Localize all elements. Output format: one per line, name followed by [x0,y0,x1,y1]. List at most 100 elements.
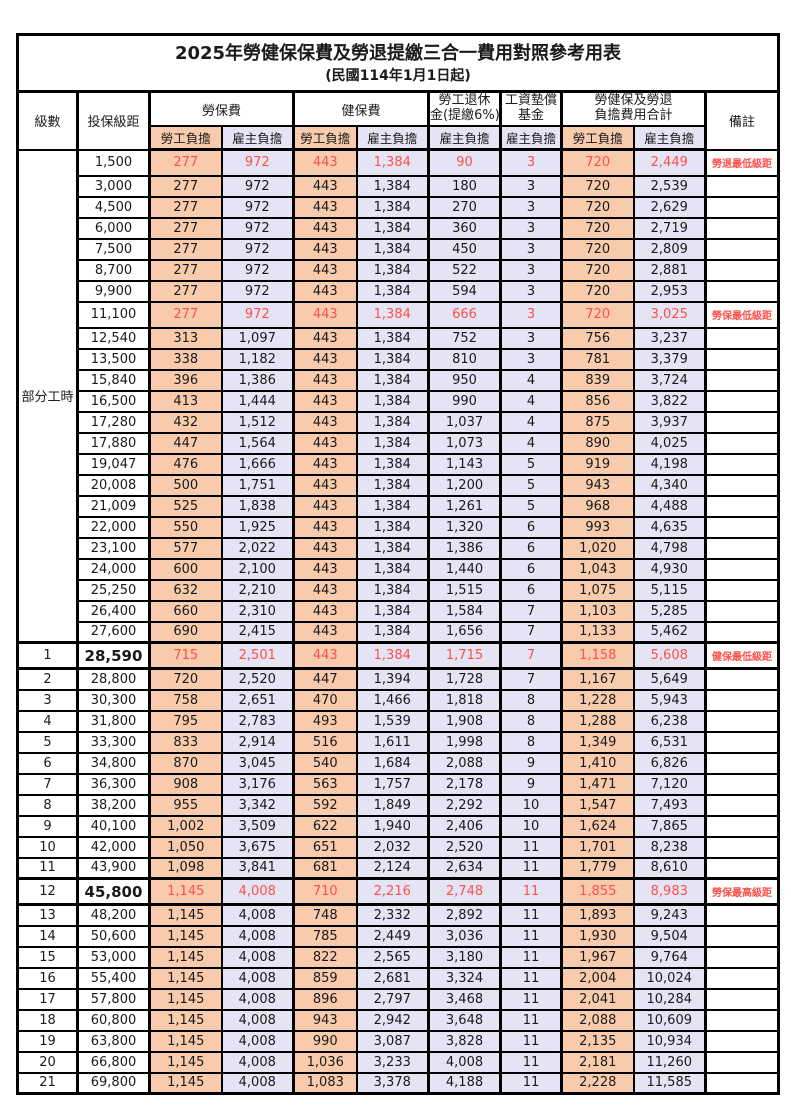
salary-cell: 31,800 [76,709,151,733]
pension-employer-cell: 1,728 [427,667,502,691]
header-health-group: 健保費 [292,90,430,127]
salary-cell: 12,540 [76,326,151,350]
level-cell: 7 [16,772,79,796]
fund-employer-cell: 11 [499,1050,563,1074]
total-employee-cell: 720 [560,216,635,240]
note-cell [704,987,780,1011]
salary-cell: 36,300 [76,772,151,796]
note-cell [704,452,780,476]
salary-cell: 34,800 [76,751,151,775]
pension-employer-cell: 1,200 [427,473,502,497]
fund-employer-cell: 3 [499,279,563,303]
note-cell [704,431,780,455]
total-employee-cell: 1,075 [560,578,635,602]
total-employer-cell: 5,285 [632,599,707,623]
table-row: 3 30,300 758 2,651 470 1,466 1,818 8 1,228 5,943 [16,688,780,712]
health-employer-cell: 1,611 [355,730,430,754]
note-cell [704,1050,780,1074]
total-employee-cell: 1,043 [560,557,635,581]
total-employer-cell: 3,025 [632,300,707,329]
fund-employer-cell: 7 [499,599,563,623]
labor-employee-cell: 690 [148,620,223,644]
pension-employer-cell: 990 [427,389,502,413]
note-cell [704,945,780,969]
health-employee-cell: 443 [292,431,358,455]
total-employee-cell: 2,041 [560,987,635,1011]
pension-employer-cell: 1,073 [427,431,502,455]
table-row: 1 28,590 715 2,501 443 1,384 1,715 7 1,158 5,608 健… [16,641,780,670]
fund-employer-cell: 3 [499,148,563,177]
labor-employer-cell: 4,008 [220,1029,295,1053]
labor-employer-cell: 4,008 [220,945,295,969]
total-employee-cell: 720 [560,258,635,282]
labor-employer-cell: 4,008 [220,924,295,948]
labor-employee-cell: 715 [148,641,223,670]
labor-employee-cell: 660 [148,599,223,623]
health-employee-cell: 710 [292,877,358,906]
table-row: 8 38,200 955 3,342 592 1,849 2,292 10 1,547 7,493 [16,793,780,817]
total-employee-cell: 1,893 [560,903,635,927]
fund-employer-cell: 8 [499,688,563,712]
pension-employer-cell: 90 [427,148,502,177]
health-employer-cell: 3,233 [355,1050,430,1074]
note-cell: 健保最低級距 [704,641,780,670]
total-employer-cell: 11,260 [632,1050,707,1074]
labor-employer-cell: 3,176 [220,772,295,796]
salary-cell: 3,000 [76,174,151,198]
health-employer-cell: 2,332 [355,903,430,927]
pension-employer-cell: 2,634 [427,856,502,880]
table-row: 9,900 277 972 443 1,384 594 3 720 2,953 [18,279,780,303]
note-cell [704,368,780,392]
labor-employee-cell: 277 [148,300,223,329]
table-row: 8,700 277 972 443 1,384 522 3 720 2,881 [18,258,780,282]
health-employer-cell: 1,384 [355,620,430,644]
pension-employer-cell: 4,188 [427,1071,502,1095]
table-row: 11,100 277 972 443 1,384 666 3 720 3,025 勞保最低級距 [18,300,780,329]
total-employer-cell: 2,881 [632,258,707,282]
subheader-total-employer: 雇主負擔 [632,125,707,151]
note-cell [704,258,780,282]
fund-employer-cell: 6 [499,536,563,560]
total-employee-cell: 1,158 [560,641,635,670]
labor-employee-cell: 908 [148,772,223,796]
total-employer-cell: 9,504 [632,924,707,948]
note-cell [704,536,780,560]
total-employee-cell: 1,547 [560,793,635,817]
health-employer-cell: 1,384 [355,536,430,560]
premium-reference-sheet: 2025年勞健保保費及勞退提繳三合一費用對照參考用表 (民國114年1月1日起)… [16,33,780,1095]
salary-cell: 57,800 [76,987,151,1011]
level-cell: 16 [16,966,79,990]
note-cell [704,903,780,927]
health-employer-cell: 2,124 [355,856,430,880]
fund-employer-cell: 3 [499,326,563,350]
total-employer-cell: 2,449 [632,148,707,177]
labor-employer-cell: 1,444 [220,389,295,413]
fund-employer-cell: 5 [499,452,563,476]
table-row: 12,540 313 1,097 443 1,384 752 3 756 3,237 [18,326,780,350]
labor-employer-cell: 2,310 [220,599,295,623]
total-employer-cell: 5,943 [632,688,707,712]
note-cell [704,667,780,691]
level-cell: 8 [16,793,79,817]
health-employee-cell: 447 [292,667,358,691]
pension-employer-cell: 2,520 [427,835,502,859]
level-cell: 9 [16,814,79,838]
subheader-fund-employer: 雇主負擔 [499,125,563,151]
health-employee-cell: 859 [292,966,358,990]
fund-employer-cell: 4 [499,389,563,413]
total-employee-cell: 1,020 [560,536,635,560]
fund-employer-cell: 11 [499,945,563,969]
salary-cell: 69,800 [76,1071,151,1095]
pension-employer-cell: 2,178 [427,772,502,796]
pension-employer-cell: 2,748 [427,877,502,906]
total-employer-cell: 10,024 [632,966,707,990]
labor-employee-cell: 600 [148,557,223,581]
level-cell: 20 [16,1050,79,1074]
pension-employer-cell: 450 [427,237,502,261]
health-employee-cell: 822 [292,945,358,969]
total-employer-cell: 4,798 [632,536,707,560]
salary-cell: 22,000 [76,515,151,539]
health-employee-cell: 622 [292,814,358,838]
health-employee-cell: 443 [292,389,358,413]
table-row: 18 60,800 1,145 4,008 943 2,942 3,648 11 2,088 10… [16,1008,780,1032]
